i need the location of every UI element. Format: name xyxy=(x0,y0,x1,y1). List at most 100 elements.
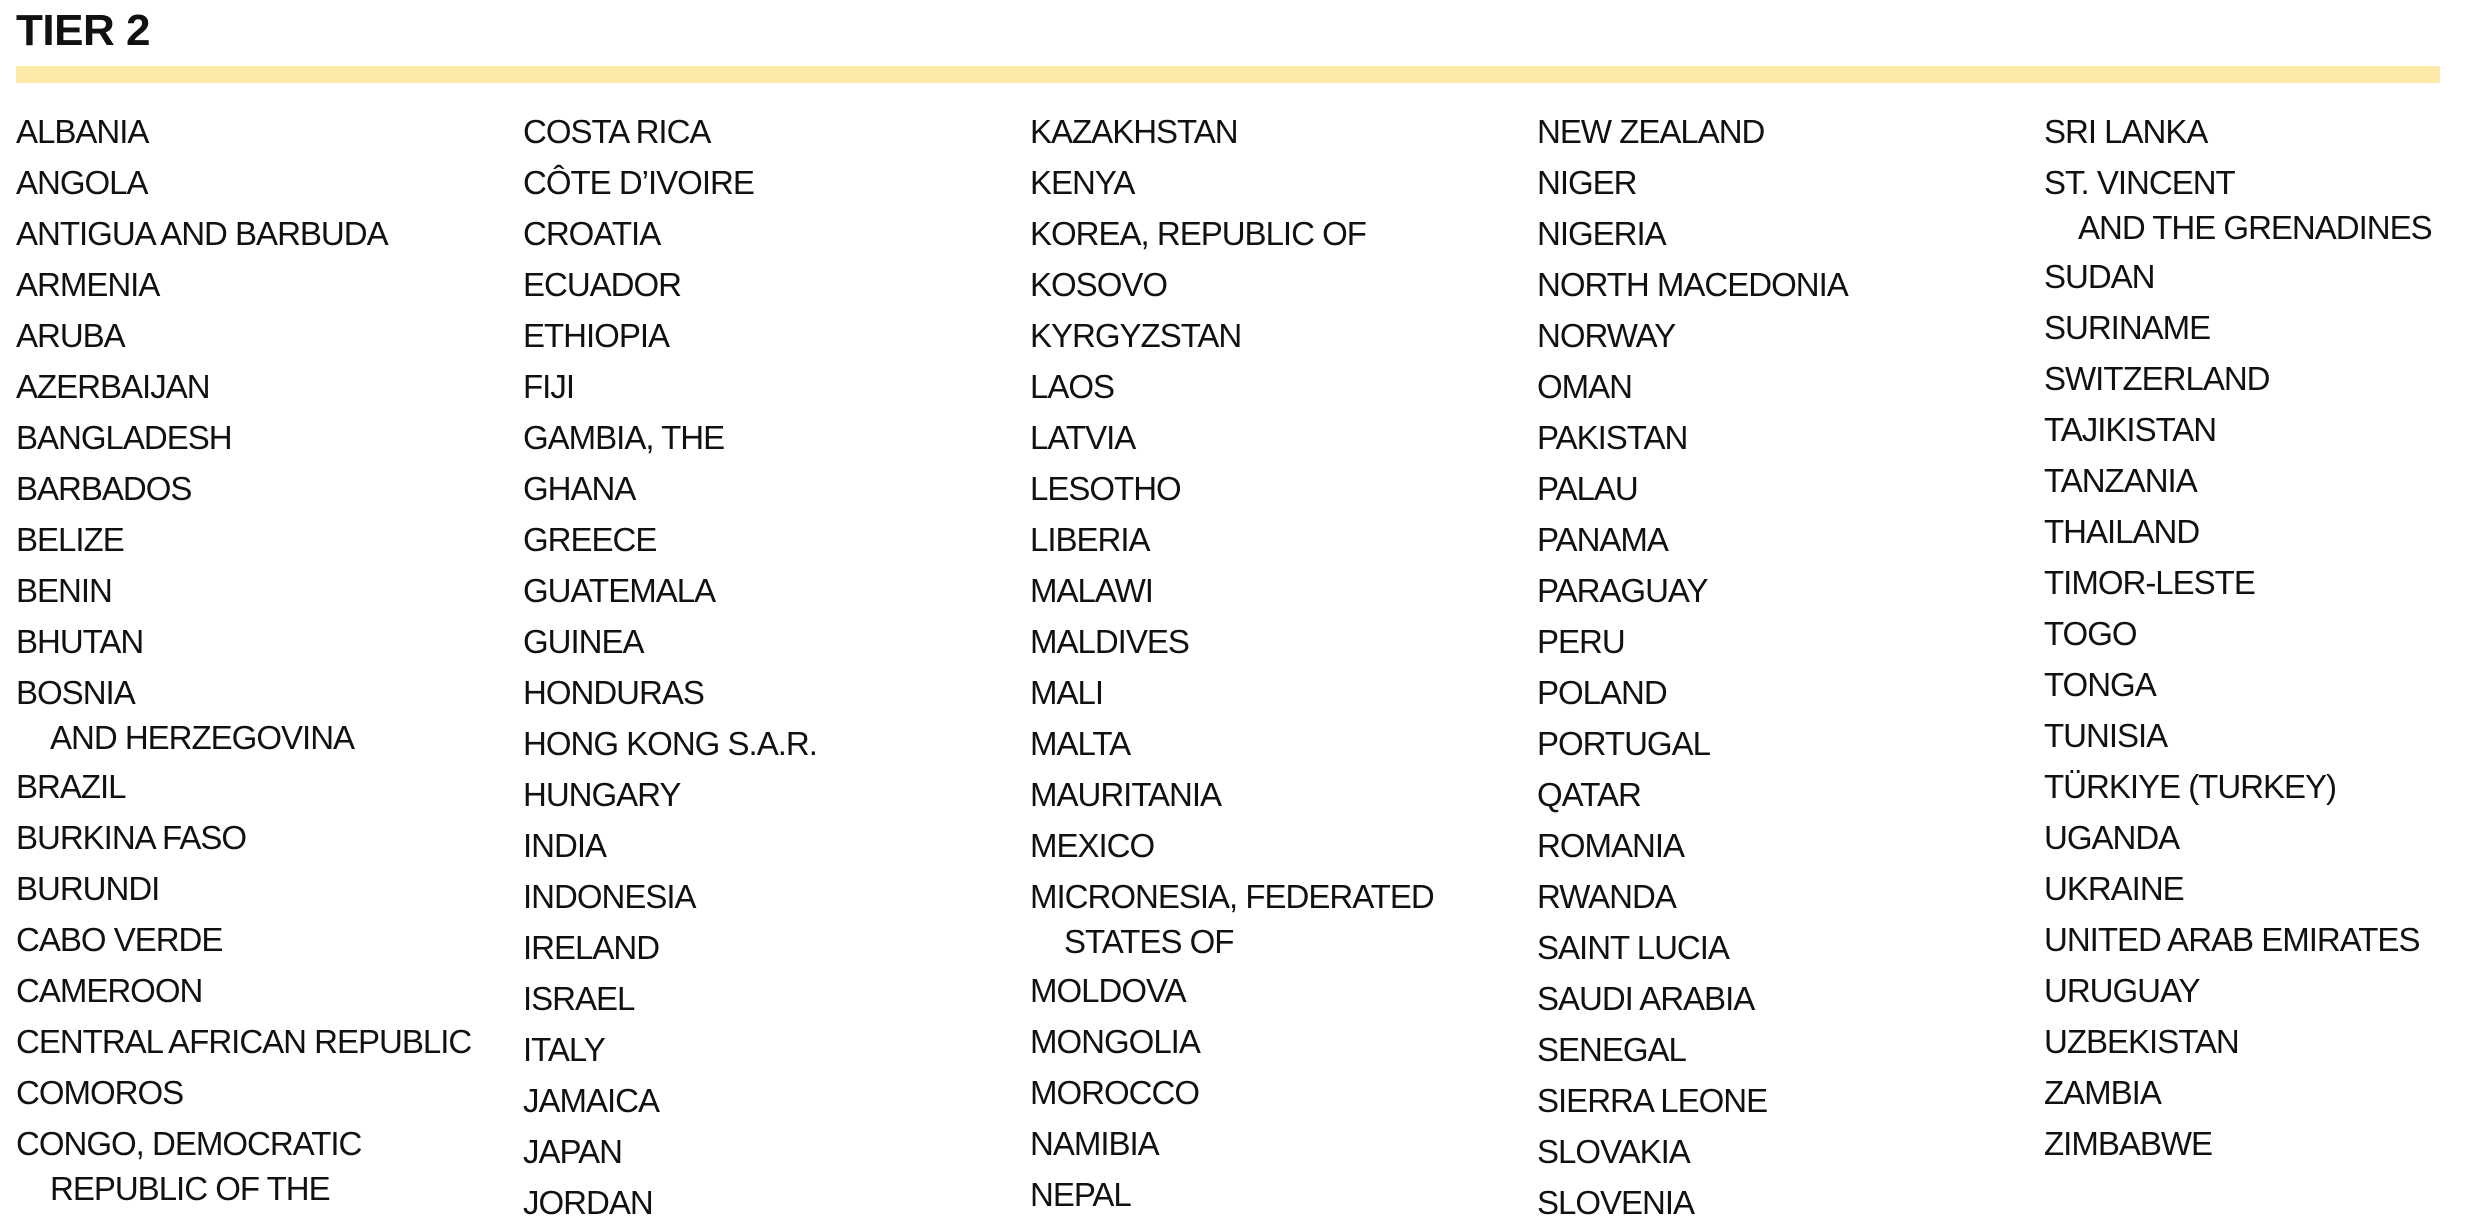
country-name: INDIA xyxy=(523,827,607,864)
country-name: PARAGUAY xyxy=(1537,572,1708,609)
country-name: MEXICO xyxy=(1030,827,1155,864)
country-name: IRELAND xyxy=(523,929,660,966)
country-name: PAKISTAN xyxy=(1537,419,1688,456)
country-name: KAZAKHSTAN xyxy=(1030,113,1239,150)
country-name: HONG KONG S.A.R. xyxy=(523,725,818,762)
country-name: BANGLADESH xyxy=(16,419,233,456)
country-name: HONDURAS xyxy=(523,674,705,711)
country-name: SWITZERLAND xyxy=(2044,360,2271,397)
country-name: TONGA xyxy=(2044,666,2157,703)
country-name: SAUDI ARABIA xyxy=(1537,980,1755,1017)
country-name: SIERRA LEONE xyxy=(1537,1082,1768,1119)
country-name: PERU xyxy=(1537,623,1626,660)
country-name: NAMIBIA xyxy=(1030,1125,1160,1162)
country-name: TIMOR-LESTE xyxy=(2044,564,2256,601)
country-name: NIGER xyxy=(1537,164,1638,201)
country-name: BENIN xyxy=(16,572,113,609)
country-name: LAOS xyxy=(1030,368,1115,405)
country-name: JORDAN xyxy=(523,1184,654,1221)
country-name: PALAU xyxy=(1537,470,1639,507)
country-name: KYRGYZSTAN xyxy=(1030,317,1242,354)
country-name: NIGERIA xyxy=(1537,215,1667,252)
country-name: PANAMA xyxy=(1537,521,1669,558)
country-name: COSTA RICA xyxy=(523,113,711,150)
country-name: UGANDA xyxy=(2044,819,2180,856)
country-name: COMOROS xyxy=(16,1074,184,1111)
country-name: ALBANIA xyxy=(16,113,149,150)
country-column: KAZAKHSTAN KENYA KOREA, REPUBLIC OF KOSOVO K… xyxy=(1030,106,1435,1220)
country-name: TAJIKISTAN xyxy=(2044,411,2217,448)
country-name: BRAZIL xyxy=(16,768,127,805)
country-name: MONGOLIA xyxy=(1030,1023,1201,1060)
country-name: MALTA xyxy=(1030,725,1131,762)
country-name: JAPAN xyxy=(523,1133,623,1170)
country-name: ZIMBABWE xyxy=(2044,1125,2213,1162)
country-name: SLOVAKIA xyxy=(1537,1133,1691,1170)
country-name: THAILAND xyxy=(2044,513,2200,550)
country-name: UKRAINE xyxy=(2044,870,2185,907)
country-name: MOLDOVA xyxy=(1030,972,1187,1009)
country-name: MOROCCO xyxy=(1030,1074,1200,1111)
country-name: ETHIOPIA xyxy=(523,317,670,354)
country-name: TANZANIA xyxy=(2044,462,2198,499)
country-name: PORTUGAL xyxy=(1537,725,1711,762)
country-name: TUNISIA xyxy=(2044,717,2168,754)
country-column: COSTA RICA CÔTE D’IVOIRE CROATIA ECUADOR ETH… xyxy=(523,106,818,1228)
country-name: GREECE xyxy=(523,521,657,558)
country-name: CONGO, DEMOCRATIC xyxy=(16,1125,362,1162)
country-name: KOSOVO xyxy=(1030,266,1168,303)
country-name: ECUADOR xyxy=(523,266,682,303)
country-name: GUATEMALA xyxy=(523,572,716,609)
country-name: MALAWI xyxy=(1030,572,1154,609)
country-name: MICRONESIA, FEDERATED xyxy=(1030,878,1435,915)
page-title: TIER 2 xyxy=(16,6,150,55)
country-name: BELIZE xyxy=(16,521,125,558)
country-name: FIJI xyxy=(523,368,575,405)
country-name: RWANDA xyxy=(1537,878,1677,915)
country-name: LESOTHO xyxy=(1030,470,1182,507)
country-name: POLAND xyxy=(1537,674,1668,711)
country-name: ZAMBIA xyxy=(2044,1074,2162,1111)
country-name: ST. VINCENT xyxy=(2044,164,2236,201)
country-name: MALDIVES xyxy=(1030,623,1190,660)
country-name: SAINT LUCIA xyxy=(1537,929,1730,966)
country-name: AZERBAIJAN xyxy=(16,368,211,405)
country-name: ANTIGUA AND BARBUDA xyxy=(16,215,389,252)
accent-divider xyxy=(16,66,2440,83)
country-name: ARMENIA xyxy=(16,266,160,303)
country-name: NORWAY xyxy=(1537,317,1676,354)
country-name: HUNGARY xyxy=(523,776,681,813)
country-name: CAMEROON xyxy=(16,972,203,1009)
country-name: KENYA xyxy=(1030,164,1135,201)
country-name: BARBADOS xyxy=(16,470,192,507)
country-name: QATAR xyxy=(1537,776,1642,813)
country-name: ARUBA xyxy=(16,317,126,354)
country-name: CROATIA xyxy=(523,215,661,252)
country-name: BOSNIA xyxy=(16,674,136,711)
country-name: GUINEA xyxy=(523,623,645,660)
country-name: BURUNDI xyxy=(16,870,160,907)
country-name-continuation: STATES OF xyxy=(1064,923,1234,960)
country-name: LATVIA xyxy=(1030,419,1136,456)
country-column: ALBANIA ANGOLA ANTIGUA AND BARBUDA ARMENIA A… xyxy=(16,106,472,1212)
country-name: JAMAICA xyxy=(523,1082,660,1119)
country-column: NEW ZEALAND NIGER NIGERIA NORTH MACEDONIA NO… xyxy=(1537,106,1849,1228)
country-name: KOREA, REPUBLIC OF xyxy=(1030,215,1367,252)
country-name: NORTH MACEDONIA xyxy=(1537,266,1849,303)
country-name: SLOVENIA xyxy=(1537,1184,1695,1221)
country-name: ROMANIA xyxy=(1537,827,1685,864)
country-name: BURKINA FASO xyxy=(16,819,247,856)
country-name: GAMBIA, THE xyxy=(523,419,725,456)
country-name: NEW ZEALAND xyxy=(1537,113,1765,150)
country-name: CENTRAL AFRICAN REPUBLIC xyxy=(16,1023,472,1060)
country-name: SURINAME xyxy=(2044,309,2211,346)
country-name: ANGOLA xyxy=(16,164,149,201)
country-name: SENEGAL xyxy=(1537,1031,1687,1068)
country-name: ISRAEL xyxy=(523,980,635,1017)
country-name-continuation: REPUBLIC OF THE xyxy=(50,1170,331,1207)
country-name: CABO VERDE xyxy=(16,921,223,958)
country-name: BHUTAN xyxy=(16,623,144,660)
country-name: INDONESIA xyxy=(523,878,697,915)
country-name: UNITED ARAB EMIRATES xyxy=(2044,921,2420,958)
country-name: LIBERIA xyxy=(1030,521,1151,558)
